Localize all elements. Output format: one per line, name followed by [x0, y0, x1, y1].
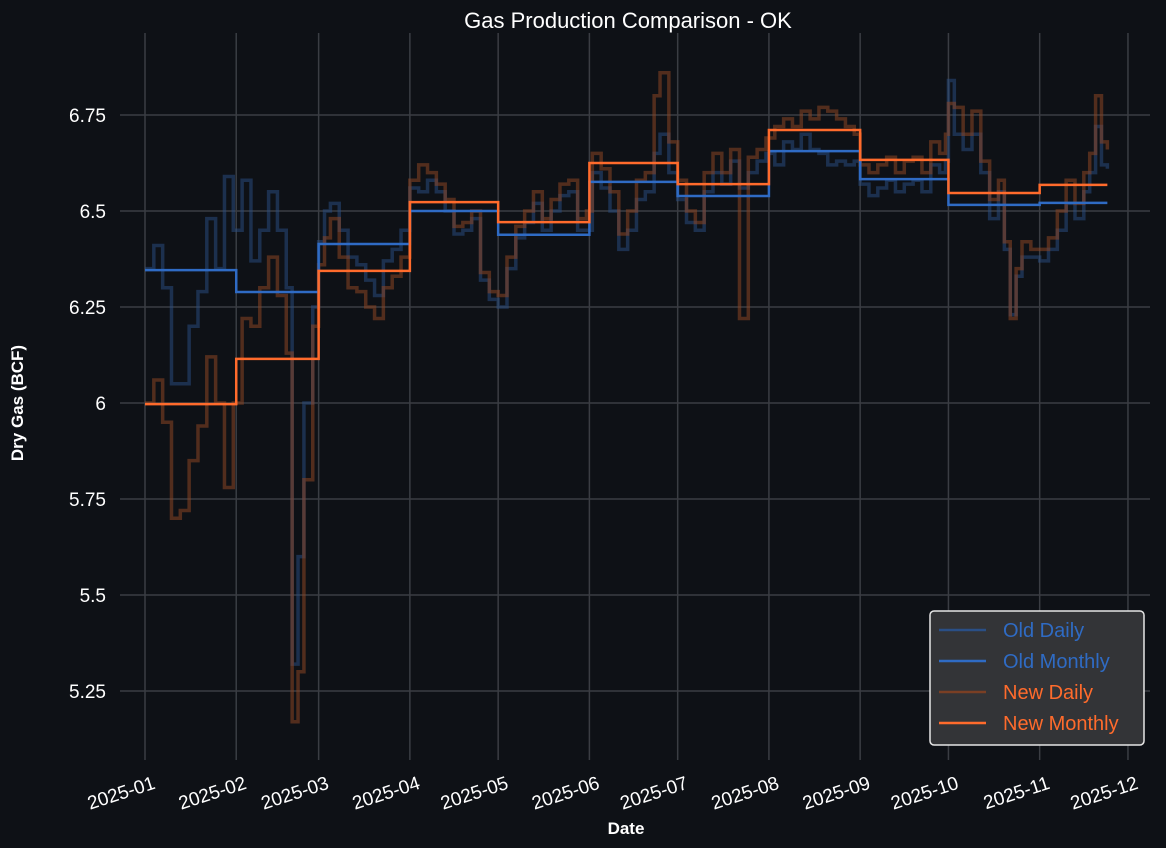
- legend-label: New Daily: [1003, 682, 1093, 704]
- series-layer: [145, 71, 1110, 724]
- y-tick-label: 5.25: [69, 682, 106, 703]
- legend-label: New Monthly: [1003, 713, 1119, 735]
- new-monthly-line: [145, 128, 1108, 406]
- legend-label: Old Daily: [1003, 620, 1084, 642]
- new-daily-line: [145, 71, 1110, 724]
- legend: Old Daily Old Monthly New Daily New Monthly: [929, 610, 1145, 746]
- y-tick-label: 5.5: [80, 586, 106, 607]
- chart-title: Gas Production Comparison - OK: [464, 8, 792, 33]
- y-tick-label: 6.5: [80, 202, 106, 223]
- y-tick-label: 6.75: [69, 106, 106, 127]
- y-tick-label: 6.25: [69, 298, 106, 319]
- y-axis-label: Dry Gas (BCF): [8, 345, 27, 461]
- y-tick-label: 5.75: [69, 490, 106, 511]
- y-axis-ticks: 5.25 5.5 5.75 6 6.25 6.5 6.75: [69, 106, 106, 703]
- legend-label: Old Monthly: [1003, 651, 1110, 673]
- y-tick-label: 6: [95, 394, 106, 415]
- x-axis-label: Date: [608, 819, 645, 838]
- legend-box: [929, 610, 1145, 746]
